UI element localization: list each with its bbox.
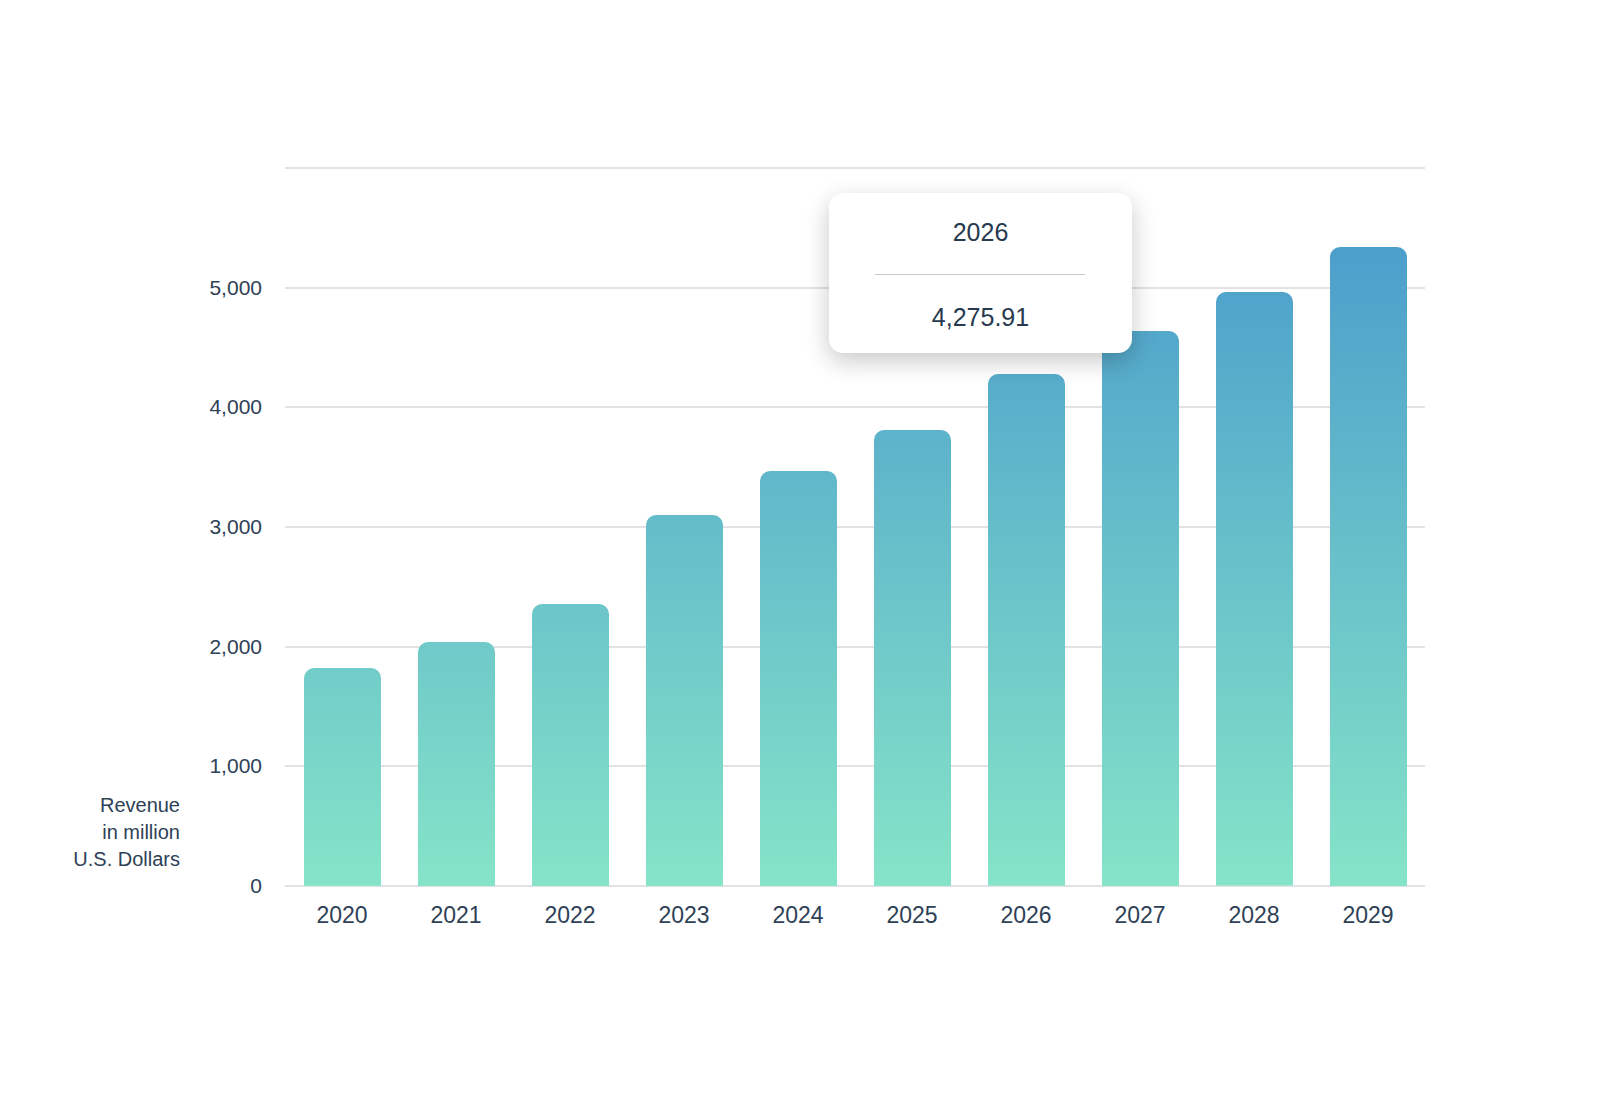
y-tick-label: 5,000 — [132, 274, 262, 302]
y-axis-title-line: in million — [0, 819, 180, 846]
y-tick-label: 4,000 — [132, 393, 262, 421]
y-tick-label: 1,000 — [132, 752, 262, 780]
y-axis-title: Revenue in million U.S. Dollars — [0, 792, 180, 873]
chart-canvas: Revenue in million U.S. Dollars 2026 4,2… — [0, 0, 1604, 1100]
y-tick-label: 2,000 — [132, 633, 262, 661]
x-tick-label: 2023 — [627, 901, 741, 929]
y-axis-title-line: Revenue — [0, 792, 180, 819]
bar-2024[interactable] — [760, 471, 837, 886]
y-axis-title-line: U.S. Dollars — [0, 846, 180, 873]
gridline — [285, 167, 1425, 169]
bar-2022[interactable] — [532, 604, 609, 886]
x-tick-label: 2026 — [969, 901, 1083, 929]
tooltip-divider — [875, 274, 1085, 275]
bar-2026[interactable] — [988, 374, 1065, 886]
x-tick-label: 2027 — [1083, 901, 1197, 929]
x-tick-label: 2024 — [741, 901, 855, 929]
bar-2021[interactable] — [418, 642, 495, 886]
bar-2025[interactable] — [874, 430, 951, 886]
y-tick-label: 0 — [132, 872, 262, 900]
tooltip-year-label: 2026 — [829, 215, 1132, 249]
x-tick-label: 2029 — [1311, 901, 1425, 929]
bar-2029[interactable] — [1330, 247, 1407, 886]
tooltip: 2026 4,275.91 — [829, 193, 1132, 353]
bar-2028[interactable] — [1216, 292, 1293, 886]
bar-2027[interactable] — [1102, 331, 1179, 886]
x-tick-label: 2020 — [285, 901, 399, 929]
tooltip-value-label: 4,275.91 — [829, 300, 1132, 334]
x-tick-label: 2021 — [399, 901, 513, 929]
x-tick-label: 2028 — [1197, 901, 1311, 929]
y-tick-label: 3,000 — [132, 513, 262, 541]
x-tick-label: 2022 — [513, 901, 627, 929]
x-tick-label: 2025 — [855, 901, 969, 929]
bar-2023[interactable] — [646, 515, 723, 886]
bar-2020[interactable] — [304, 668, 381, 886]
